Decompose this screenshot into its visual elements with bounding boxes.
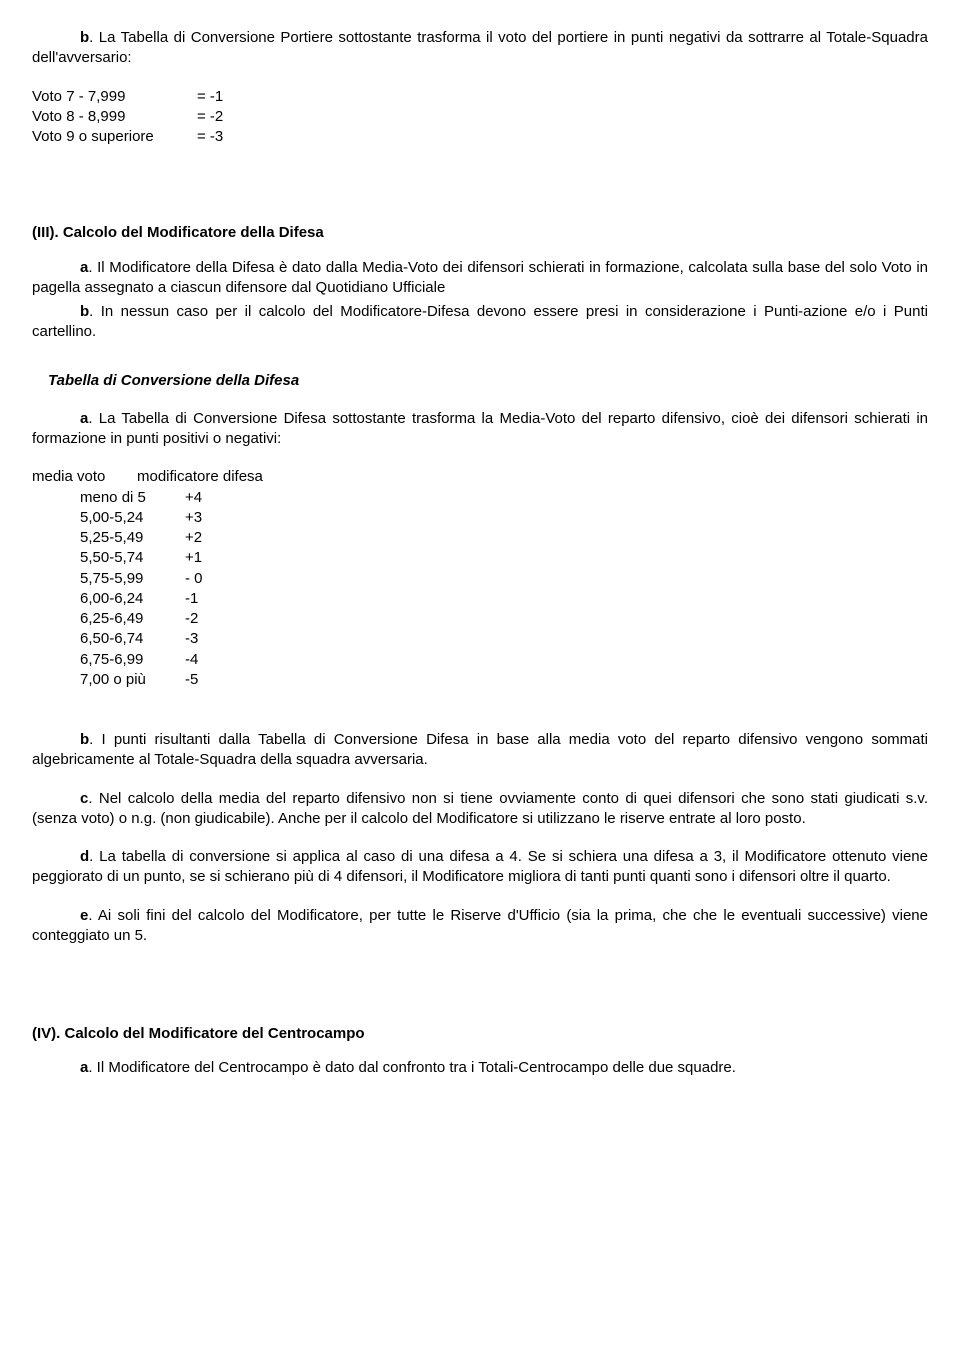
text: . Nel calcolo della media del reparto di…: [32, 790, 928, 827]
media-row: meno di 5+4: [32, 488, 928, 508]
text: . In nessun caso per il calcolo del Modi…: [32, 303, 928, 340]
voto-table: Voto 7 - 7,999 = -1 Voto 8 - 8,999 = -2 …: [32, 87, 928, 148]
paragraph-difesa-d: d. La tabella di conversione si applica …: [32, 847, 928, 888]
paragraph-difesa-c: c. Nel calcolo della media del reparto d…: [32, 789, 928, 830]
media-row: 5,00-5,24+3: [32, 508, 928, 528]
voto-label: Voto 7 - 7,999: [32, 87, 197, 107]
media-row: 5,50-5,74+1: [32, 548, 928, 568]
bold-letter-b: b: [80, 303, 89, 320]
bold-letter-b: b: [80, 731, 89, 748]
text: . La Tabella di Conversione Portiere sot…: [32, 29, 928, 66]
paragraph-b-portiere: b. La Tabella di Conversione Portiere so…: [32, 28, 928, 69]
media-range: 5,50-5,74: [80, 548, 185, 568]
media-value: -5: [185, 670, 198, 690]
section-3-title: (III). Calcolo del Modificatore della Di…: [32, 223, 928, 243]
paragraph-difesa-b: b. I punti risultanti dalla Tabella di C…: [32, 730, 928, 771]
media-range: 5,75-5,99: [80, 569, 185, 589]
voto-row: Voto 8 - 8,999 = -2: [32, 107, 928, 127]
text: . Il Modificatore del Centrocampo è dato…: [88, 1059, 736, 1076]
paragraph-4a: a. Il Modificatore del Centrocampo è dat…: [32, 1058, 928, 1078]
voto-label: Voto 8 - 8,999: [32, 107, 197, 127]
media-row: 6,50-6,74-3: [32, 629, 928, 649]
paragraph-difesa-a: a. La Tabella di Conversione Difesa sott…: [32, 409, 928, 450]
media-value: -2: [185, 609, 198, 629]
text: . Il Modificatore della Difesa è dato da…: [32, 259, 928, 296]
paragraph-difesa-e: e. Ai soli fini del calcolo del Modifica…: [32, 906, 928, 947]
media-row: 5,75-5,99- 0: [32, 569, 928, 589]
voto-label: Voto 9 o superiore: [32, 127, 197, 147]
voto-value: = -2: [197, 107, 223, 127]
media-value: -3: [185, 629, 198, 649]
bold-letter-b: b: [80, 29, 89, 46]
media-row: 7,00 o più-5: [32, 670, 928, 690]
media-range: meno di 5: [80, 488, 185, 508]
voto-row: Voto 9 o superiore = -3: [32, 127, 928, 147]
text: . La tabella di conversione si applica a…: [32, 848, 928, 885]
media-value: -4: [185, 650, 198, 670]
media-range: 6,00-6,24: [80, 589, 185, 609]
voto-row: Voto 7 - 7,999 = -1: [32, 87, 928, 107]
media-row: 6,75-6,99-4: [32, 650, 928, 670]
media-value: +3: [185, 508, 202, 528]
text: . I punti risultanti dalla Tabella di Co…: [32, 731, 928, 768]
media-row: 5,25-5,49+2: [32, 528, 928, 548]
voto-value: = -3: [197, 127, 223, 147]
media-value: +4: [185, 488, 202, 508]
media-range: 5,25-5,49: [80, 528, 185, 548]
media-value: +2: [185, 528, 202, 548]
paragraph-3a: a. Il Modificatore della Difesa è dato d…: [32, 258, 928, 299]
media-row: 6,25-6,49-2: [32, 609, 928, 629]
paragraph-3b: b. In nessun caso per il calcolo del Mod…: [32, 302, 928, 343]
media-voto-table: meno di 5+4 5,00-5,24+3 5,25-5,49+2 5,50…: [32, 488, 928, 691]
text: . La Tabella di Conversione Difesa sotto…: [32, 410, 928, 447]
text: . Ai soli fini del calcolo del Modificat…: [32, 907, 928, 944]
voto-value: = -1: [197, 87, 223, 107]
media-range: 6,25-6,49: [80, 609, 185, 629]
media-range: 6,50-6,74: [80, 629, 185, 649]
media-voto-header: media voto modificatore difesa: [32, 467, 928, 487]
header-modificatore-difesa: modificatore difesa: [137, 467, 263, 487]
media-range: 7,00 o più: [80, 670, 185, 690]
media-value: -1: [185, 589, 198, 609]
media-range: 5,00-5,24: [80, 508, 185, 528]
media-value: - 0: [185, 569, 203, 589]
tabella-difesa-title: Tabella di Conversione della Difesa: [32, 371, 928, 391]
media-row: 6,00-6,24-1: [32, 589, 928, 609]
media-value: +1: [185, 548, 202, 568]
section-4-title: (IV). Calcolo del Modificatore del Centr…: [32, 1024, 928, 1044]
header-media-voto: media voto: [32, 467, 137, 487]
bold-letter-d: d: [80, 848, 89, 865]
media-range: 6,75-6,99: [80, 650, 185, 670]
